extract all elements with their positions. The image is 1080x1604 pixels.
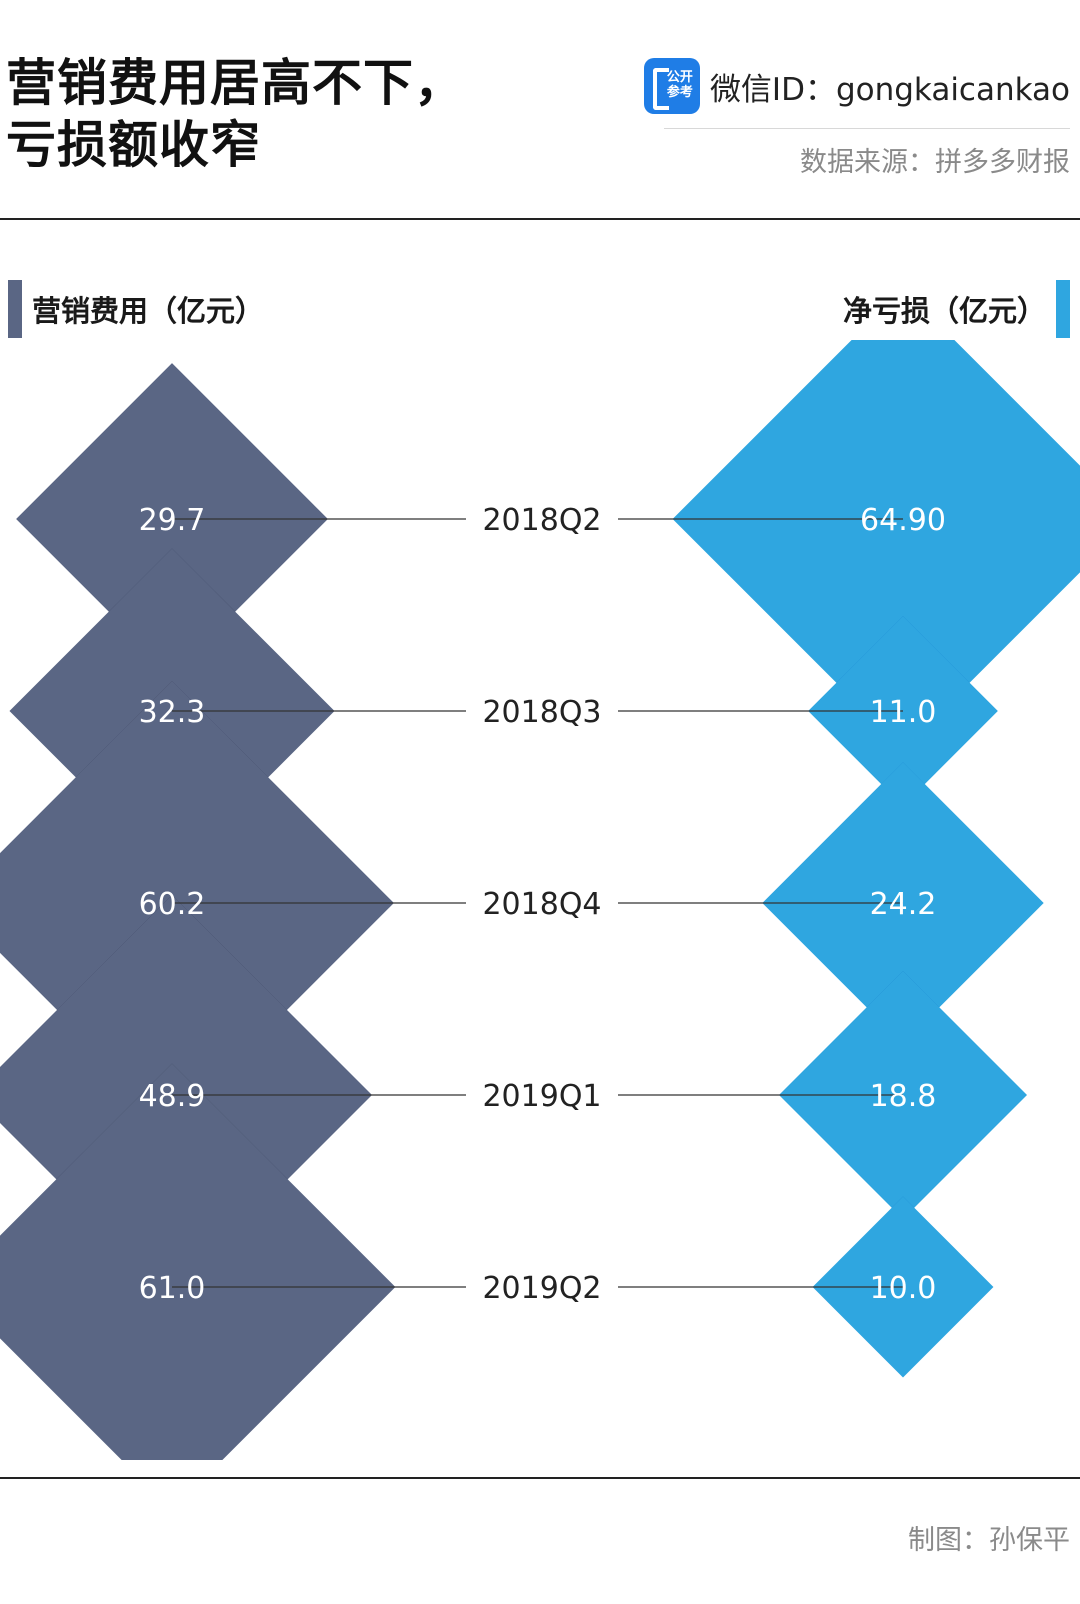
left-value-label-2018Q2: 29.7	[139, 503, 206, 538]
legend-marketing-swatch	[8, 280, 22, 338]
right-value-label-2019Q2: 10.0	[870, 1271, 937, 1306]
brand: 公开参考 微信ID：gongkaicankao	[643, 58, 1070, 114]
legend-marketing: 营销费用（亿元）	[8, 280, 264, 338]
bottom-divider	[0, 1477, 1080, 1479]
data-source: 数据来源：拼多多财报	[800, 147, 1070, 178]
left-value-label-2018Q4: 60.2	[139, 887, 206, 922]
category-label-2018Q4: 2018Q4	[482, 887, 601, 922]
left-value-label-2019Q2: 61.0	[139, 1271, 206, 1306]
legend-net-loss-label: 净亏损（亿元）	[842, 294, 1046, 328]
right-value-label-2018Q2: 64.90	[860, 503, 946, 538]
diamond-layer	[0, 340, 1080, 1460]
chart-title: 营销费用居高不下， 亏损额收窄	[6, 52, 465, 176]
left-diamond-2019Q2	[0, 1063, 396, 1460]
chart-credit: 制图：孙保平	[908, 1525, 1070, 1556]
wechat-id: 微信ID：gongkaicankao	[709, 71, 1070, 108]
left-value-label-2019Q1: 48.9	[139, 1079, 206, 1114]
top-divider	[0, 218, 1080, 220]
title-line-2: 亏损额收窄	[6, 116, 261, 174]
right-value-label-2018Q4: 24.2	[870, 887, 937, 922]
left-value-label-2018Q3: 32.3	[139, 695, 206, 730]
category-label-2018Q3: 2018Q3	[482, 695, 601, 730]
legend-net-loss: 净亏损（亿元）	[843, 280, 1070, 338]
right-value-label-2018Q3: 11.0	[870, 695, 937, 730]
logo-text: 公开参考	[666, 70, 693, 100]
legend-net-loss-swatch	[1056, 280, 1070, 338]
right-value-label-2019Q1: 18.8	[870, 1079, 937, 1114]
gongkaicankao-logo-icon: 公开参考	[643, 58, 700, 114]
category-label-2019Q1: 2019Q1	[482, 1079, 601, 1114]
legend-marketing-label: 营销费用（亿元）	[32, 294, 265, 328]
title-line-1: 营销费用居高不下，	[6, 54, 465, 112]
label-layer: 29.7 32.3 60.2 48.9 61.0 64.90 11.0 24.2 18.8 10.…	[139, 503, 946, 1306]
category-label-2018Q2: 2018Q2	[482, 503, 601, 538]
diamond-chart: 29.7 32.3 60.2 48.9 61.0 64.90 11.0 24.2 18.8 10.…	[0, 340, 1080, 1460]
right-diamond-2018Q2	[672, 340, 1080, 750]
category-label-2019Q2: 2019Q2	[482, 1271, 601, 1306]
brand-divider	[664, 128, 1070, 129]
connector-layer	[172, 518, 903, 1288]
